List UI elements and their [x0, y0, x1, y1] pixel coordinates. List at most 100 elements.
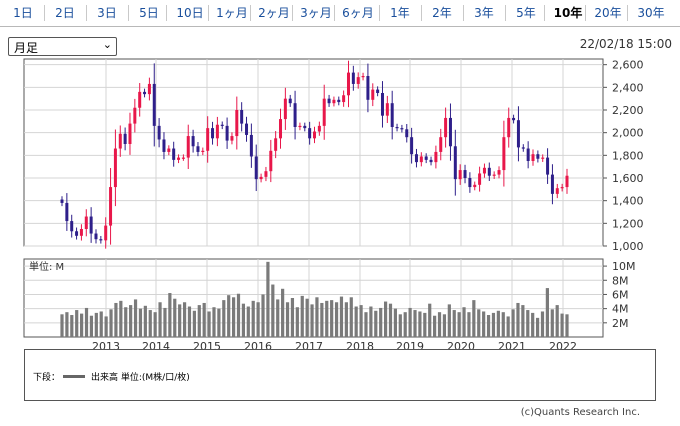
period-select[interactable]: 月足 ⌄ — [8, 37, 117, 56]
tab-separator — [463, 5, 464, 21]
tab-9[interactable]: 1年 — [390, 6, 410, 20]
tab-2[interactable]: 3日 — [97, 6, 117, 20]
volume-bar — [477, 309, 481, 337]
candle-body — [254, 156, 258, 180]
period-tab-bar: 1日 2日 3日 5日 10日 1ヶ月 2ヶ月 3ヶ月 6ヶ月 1年 2年 3年 5年 10年 20年 30年 — [0, 0, 680, 27]
price-y-tick-label: 1,400 — [612, 195, 644, 208]
candle-body — [283, 98, 287, 120]
candle-body — [308, 128, 312, 139]
volume-bar — [124, 307, 128, 337]
candle-body — [536, 154, 540, 159]
tab-8[interactable]: 6ヶ月 — [342, 6, 374, 20]
tab-7[interactable]: 3ヶ月 — [300, 6, 332, 20]
candle-body — [79, 229, 83, 236]
candle-body — [264, 171, 268, 177]
tab-4[interactable]: 10日 — [176, 6, 204, 20]
price-y-tick-label: 1,200 — [612, 217, 644, 230]
candle-body — [249, 134, 253, 157]
candle-body — [109, 187, 113, 226]
tab-13[interactable]: 10年 — [553, 6, 583, 20]
candle-body — [220, 124, 224, 126]
tab-11[interactable]: 3年 — [474, 6, 494, 20]
candle-body — [453, 146, 457, 180]
candle-body — [473, 184, 477, 188]
tab-separator — [627, 5, 628, 21]
candle-body — [497, 170, 501, 175]
candle-body — [502, 137, 506, 171]
volume-bar — [148, 310, 152, 337]
volume-bar — [379, 307, 383, 337]
tab-separator — [86, 5, 87, 21]
tab-10[interactable]: 2年 — [432, 6, 452, 20]
volume-bar — [158, 302, 162, 337]
volume-bar — [413, 310, 417, 337]
tab-0[interactable]: 1日 — [13, 6, 33, 20]
candle-body — [60, 199, 64, 203]
tab-6[interactable]: 2ヶ月 — [258, 6, 290, 20]
volume-bar — [540, 311, 545, 337]
volume-bar — [433, 315, 437, 337]
volume-bar — [457, 312, 461, 337]
period-select-value: 月足 — [14, 41, 39, 55]
volume-bar — [202, 302, 206, 337]
candle-body — [516, 120, 520, 148]
volume-bar — [550, 309, 554, 337]
volume-bar — [114, 302, 118, 337]
volume-bar — [462, 307, 466, 337]
volume-bar — [109, 309, 113, 337]
candle-body — [94, 233, 98, 240]
candle-body — [313, 131, 316, 139]
volume-bar — [320, 302, 324, 337]
volume-bar — [168, 293, 172, 337]
volume-bar — [266, 261, 270, 337]
volume-y-tick-label: 2M — [612, 317, 629, 330]
volume-bar — [486, 315, 491, 337]
volume-bar — [70, 315, 74, 337]
price-y-tick-label: 2,000 — [612, 127, 644, 140]
volume-bar — [565, 314, 569, 337]
volume-bar — [232, 297, 236, 337]
candle-body — [84, 216, 88, 229]
volume-bar — [334, 302, 339, 337]
volume-bar — [207, 311, 211, 337]
tab-14[interactable]: 20年 — [594, 6, 622, 20]
candle-body — [410, 137, 414, 155]
volume-bar — [393, 308, 397, 337]
volume-bar — [173, 298, 177, 337]
candle-body — [298, 125, 302, 128]
volume-bar — [75, 310, 79, 337]
tab-separator — [128, 5, 129, 21]
volume-bar — [143, 305, 147, 337]
volume-y-tick-label: 8M — [612, 274, 629, 287]
candle-body — [317, 125, 321, 132]
candle-body — [356, 77, 360, 84]
candle-body — [342, 95, 346, 103]
volume-bar — [236, 293, 241, 337]
candle-body — [444, 117, 448, 138]
candle-body — [376, 89, 380, 93]
tab-separator — [421, 5, 422, 21]
candle-body — [414, 154, 418, 163]
volume-bar — [364, 312, 368, 337]
volume-bar — [285, 302, 290, 337]
price-y-tick-label: 2,400 — [612, 81, 644, 94]
tab-1[interactable]: 2日 — [55, 6, 75, 20]
tab-15[interactable]: 30年 — [637, 6, 665, 20]
volume-bar — [129, 305, 133, 337]
tab-3[interactable]: 5日 — [139, 6, 159, 20]
candle-body — [240, 110, 244, 124]
candle-body — [468, 178, 472, 188]
price-y-tick-label: 2,600 — [612, 59, 644, 72]
candle-body — [385, 103, 389, 116]
volume-bar — [119, 300, 123, 337]
volume-bar — [388, 303, 393, 337]
candle-body — [235, 110, 239, 137]
candle-body — [346, 72, 350, 96]
tab-5[interactable]: 1ヶ月 — [216, 6, 248, 20]
candle-body — [526, 148, 530, 161]
candle-body — [177, 157, 181, 160]
timestamp: 22/02/18 15:00 — [579, 37, 672, 51]
volume-bar — [555, 305, 559, 337]
volume-bar — [138, 308, 143, 337]
tab-12[interactable]: 5年 — [516, 6, 536, 20]
